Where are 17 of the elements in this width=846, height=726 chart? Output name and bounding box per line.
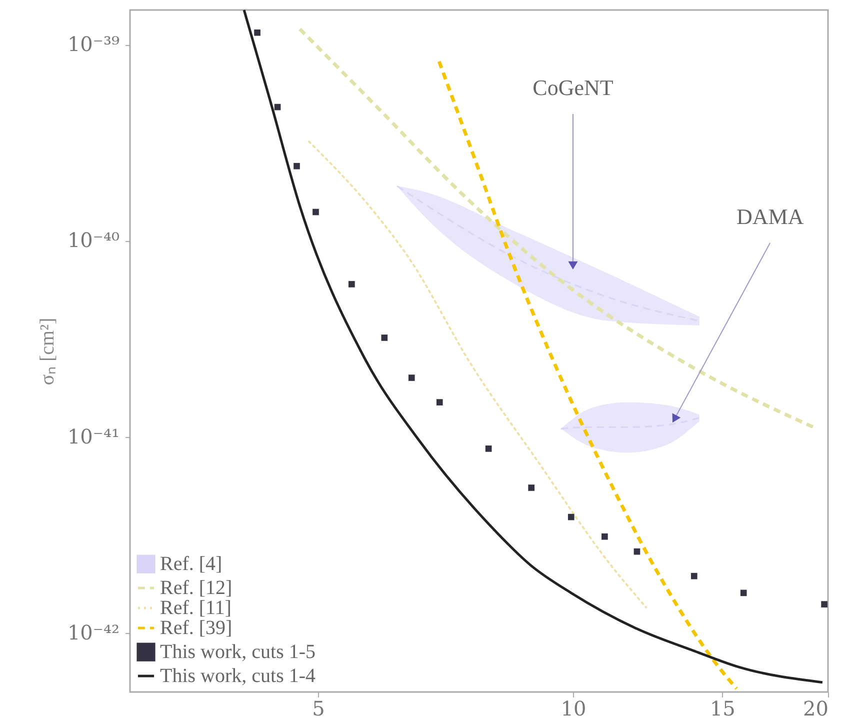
x-tick-label: 20: [803, 696, 828, 720]
legend-label: This work, cuts 1-4: [160, 665, 316, 687]
legend-label: Ref. [39]: [160, 617, 232, 639]
x-tick-label: 15: [710, 696, 736, 720]
legend-label: Ref. [11]: [160, 597, 232, 619]
y-tick-label: 10⁻³⁹: [67, 32, 120, 56]
y-tick-label: 10⁻⁴¹: [67, 424, 120, 448]
legend-label: Ref. [4]: [160, 553, 222, 575]
x-tick-label: 10: [560, 696, 586, 720]
x-tick-label: 5: [312, 696, 325, 720]
y-tick-label: 10⁻⁴²: [67, 620, 120, 644]
annotation: DAMA: [736, 204, 804, 229]
annotation: CoGeNT: [532, 75, 614, 100]
y-axis-title: σₙ [cm²]: [36, 318, 58, 386]
y-tick-label: 10⁻⁴⁰: [67, 228, 120, 252]
legend-label: This work, cuts 1-5: [160, 641, 316, 663]
legend-label: Ref. [12]: [160, 577, 232, 599]
